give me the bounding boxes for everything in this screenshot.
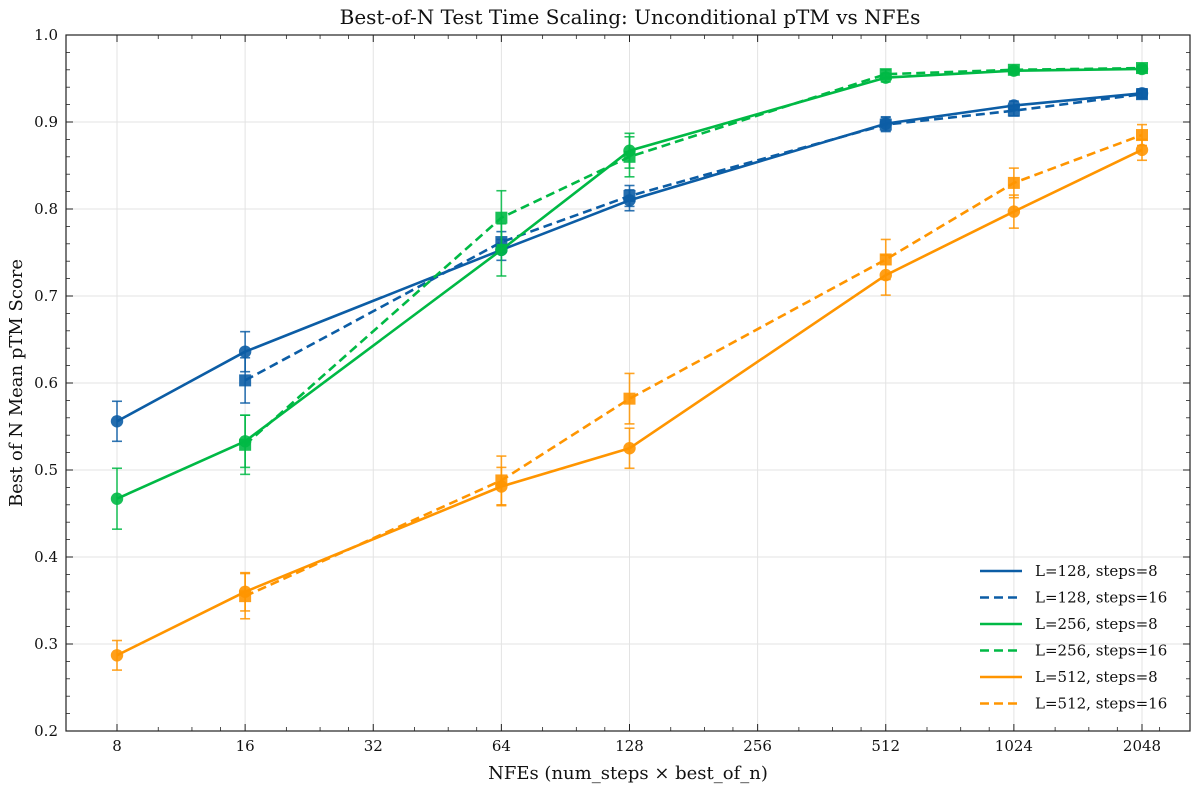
x-tick-label: 16	[236, 737, 255, 755]
y-tick-label: 0.3	[34, 635, 58, 653]
y-tick-label: 0.5	[34, 461, 58, 479]
y-tick-label: 0.6	[34, 374, 58, 392]
legend-item: L=256, steps=16	[980, 642, 1167, 660]
data-point-square	[1136, 62, 1148, 75]
data-point-circle	[238, 345, 252, 358]
data-point-square	[239, 438, 252, 451]
legend-label: L=256, steps=16	[1035, 642, 1167, 660]
data-point-circle	[1007, 205, 1021, 218]
data-point-circle	[623, 442, 636, 455]
legend-label: L=128, steps=16	[1035, 589, 1167, 607]
data-point-circle	[110, 492, 124, 505]
data-point-circle	[495, 243, 508, 257]
x-tick-label: 8	[112, 737, 122, 755]
x-tick-label: 128	[615, 737, 644, 755]
data-point-square	[1136, 88, 1148, 101]
data-point-square	[623, 189, 636, 202]
x-tick-label: 1024	[995, 737, 1033, 755]
series-line	[244, 66, 1143, 446]
x-tick-label: 32	[364, 737, 383, 755]
series-layer	[110, 62, 1149, 671]
legend-item: L=128, steps=16	[980, 589, 1167, 607]
data-point-square	[239, 590, 252, 603]
legend-label: L=512, steps=16	[1035, 695, 1167, 713]
gridlines	[66, 35, 1190, 731]
data-point-square	[1007, 176, 1020, 189]
y-tick-label: 0.9	[34, 113, 58, 131]
legend-item: L=256, steps=8	[980, 615, 1158, 633]
x-axis-title: NFEs (num_steps × best_of_n)	[488, 763, 768, 784]
data-point-square	[495, 474, 508, 487]
legend-item: L=512, steps=16	[980, 695, 1167, 713]
legend-item: L=128, steps=8	[980, 562, 1158, 580]
series-4	[239, 62, 1148, 476]
data-point-circle	[110, 649, 124, 662]
axis-ticks	[66, 34, 1190, 732]
x-axis-tick-labels: 8 16 32 64 128 256 512 1024 2048	[112, 737, 1161, 755]
series-2	[239, 88, 1148, 404]
y-tick-label: 0.7	[34, 287, 58, 305]
data-point-square	[623, 150, 636, 163]
y-axis-tick-labels: 0.2 0.3 0.4 0.5 0.6 0.7 0.8 0.9 1.0	[34, 26, 58, 740]
series-line	[244, 92, 1143, 382]
x-tick-label: 2048	[1123, 737, 1161, 755]
chart-title: Best-of-N Test Time Scaling: Uncondition…	[340, 5, 921, 29]
legend-item: L=512, steps=8	[980, 668, 1158, 686]
data-point-circle	[110, 415, 124, 428]
data-point-square	[623, 392, 636, 405]
data-point-square	[239, 374, 252, 387]
y-tick-label: 0.4	[34, 548, 58, 566]
legend-label: L=128, steps=8	[1035, 562, 1158, 580]
y-tick-label: 1.0	[34, 26, 58, 44]
y-tick-label: 0.2	[34, 722, 58, 740]
x-tick-label: 256	[743, 737, 772, 755]
data-point-square	[1007, 63, 1020, 76]
legend-label: L=256, steps=8	[1035, 615, 1158, 633]
data-point-square	[495, 211, 508, 224]
data-point-square	[879, 118, 892, 131]
x-tick-label: 512	[871, 737, 900, 755]
y-tick-label: 0.8	[34, 200, 58, 218]
data-point-square	[879, 68, 892, 81]
data-point-square	[1007, 104, 1020, 117]
series-line	[244, 133, 1143, 598]
x-tick-label: 64	[492, 737, 511, 755]
data-point-circle	[1135, 143, 1149, 157]
y-axis-title: Best of N Mean pTM Score	[6, 259, 27, 507]
legend-label: L=512, steps=8	[1035, 668, 1158, 686]
legend: L=128, steps=8 L=128, steps=16 L=256, step…	[980, 562, 1167, 713]
series-6	[239, 123, 1148, 620]
data-point-square	[1136, 129, 1148, 142]
data-point-square	[879, 253, 892, 266]
